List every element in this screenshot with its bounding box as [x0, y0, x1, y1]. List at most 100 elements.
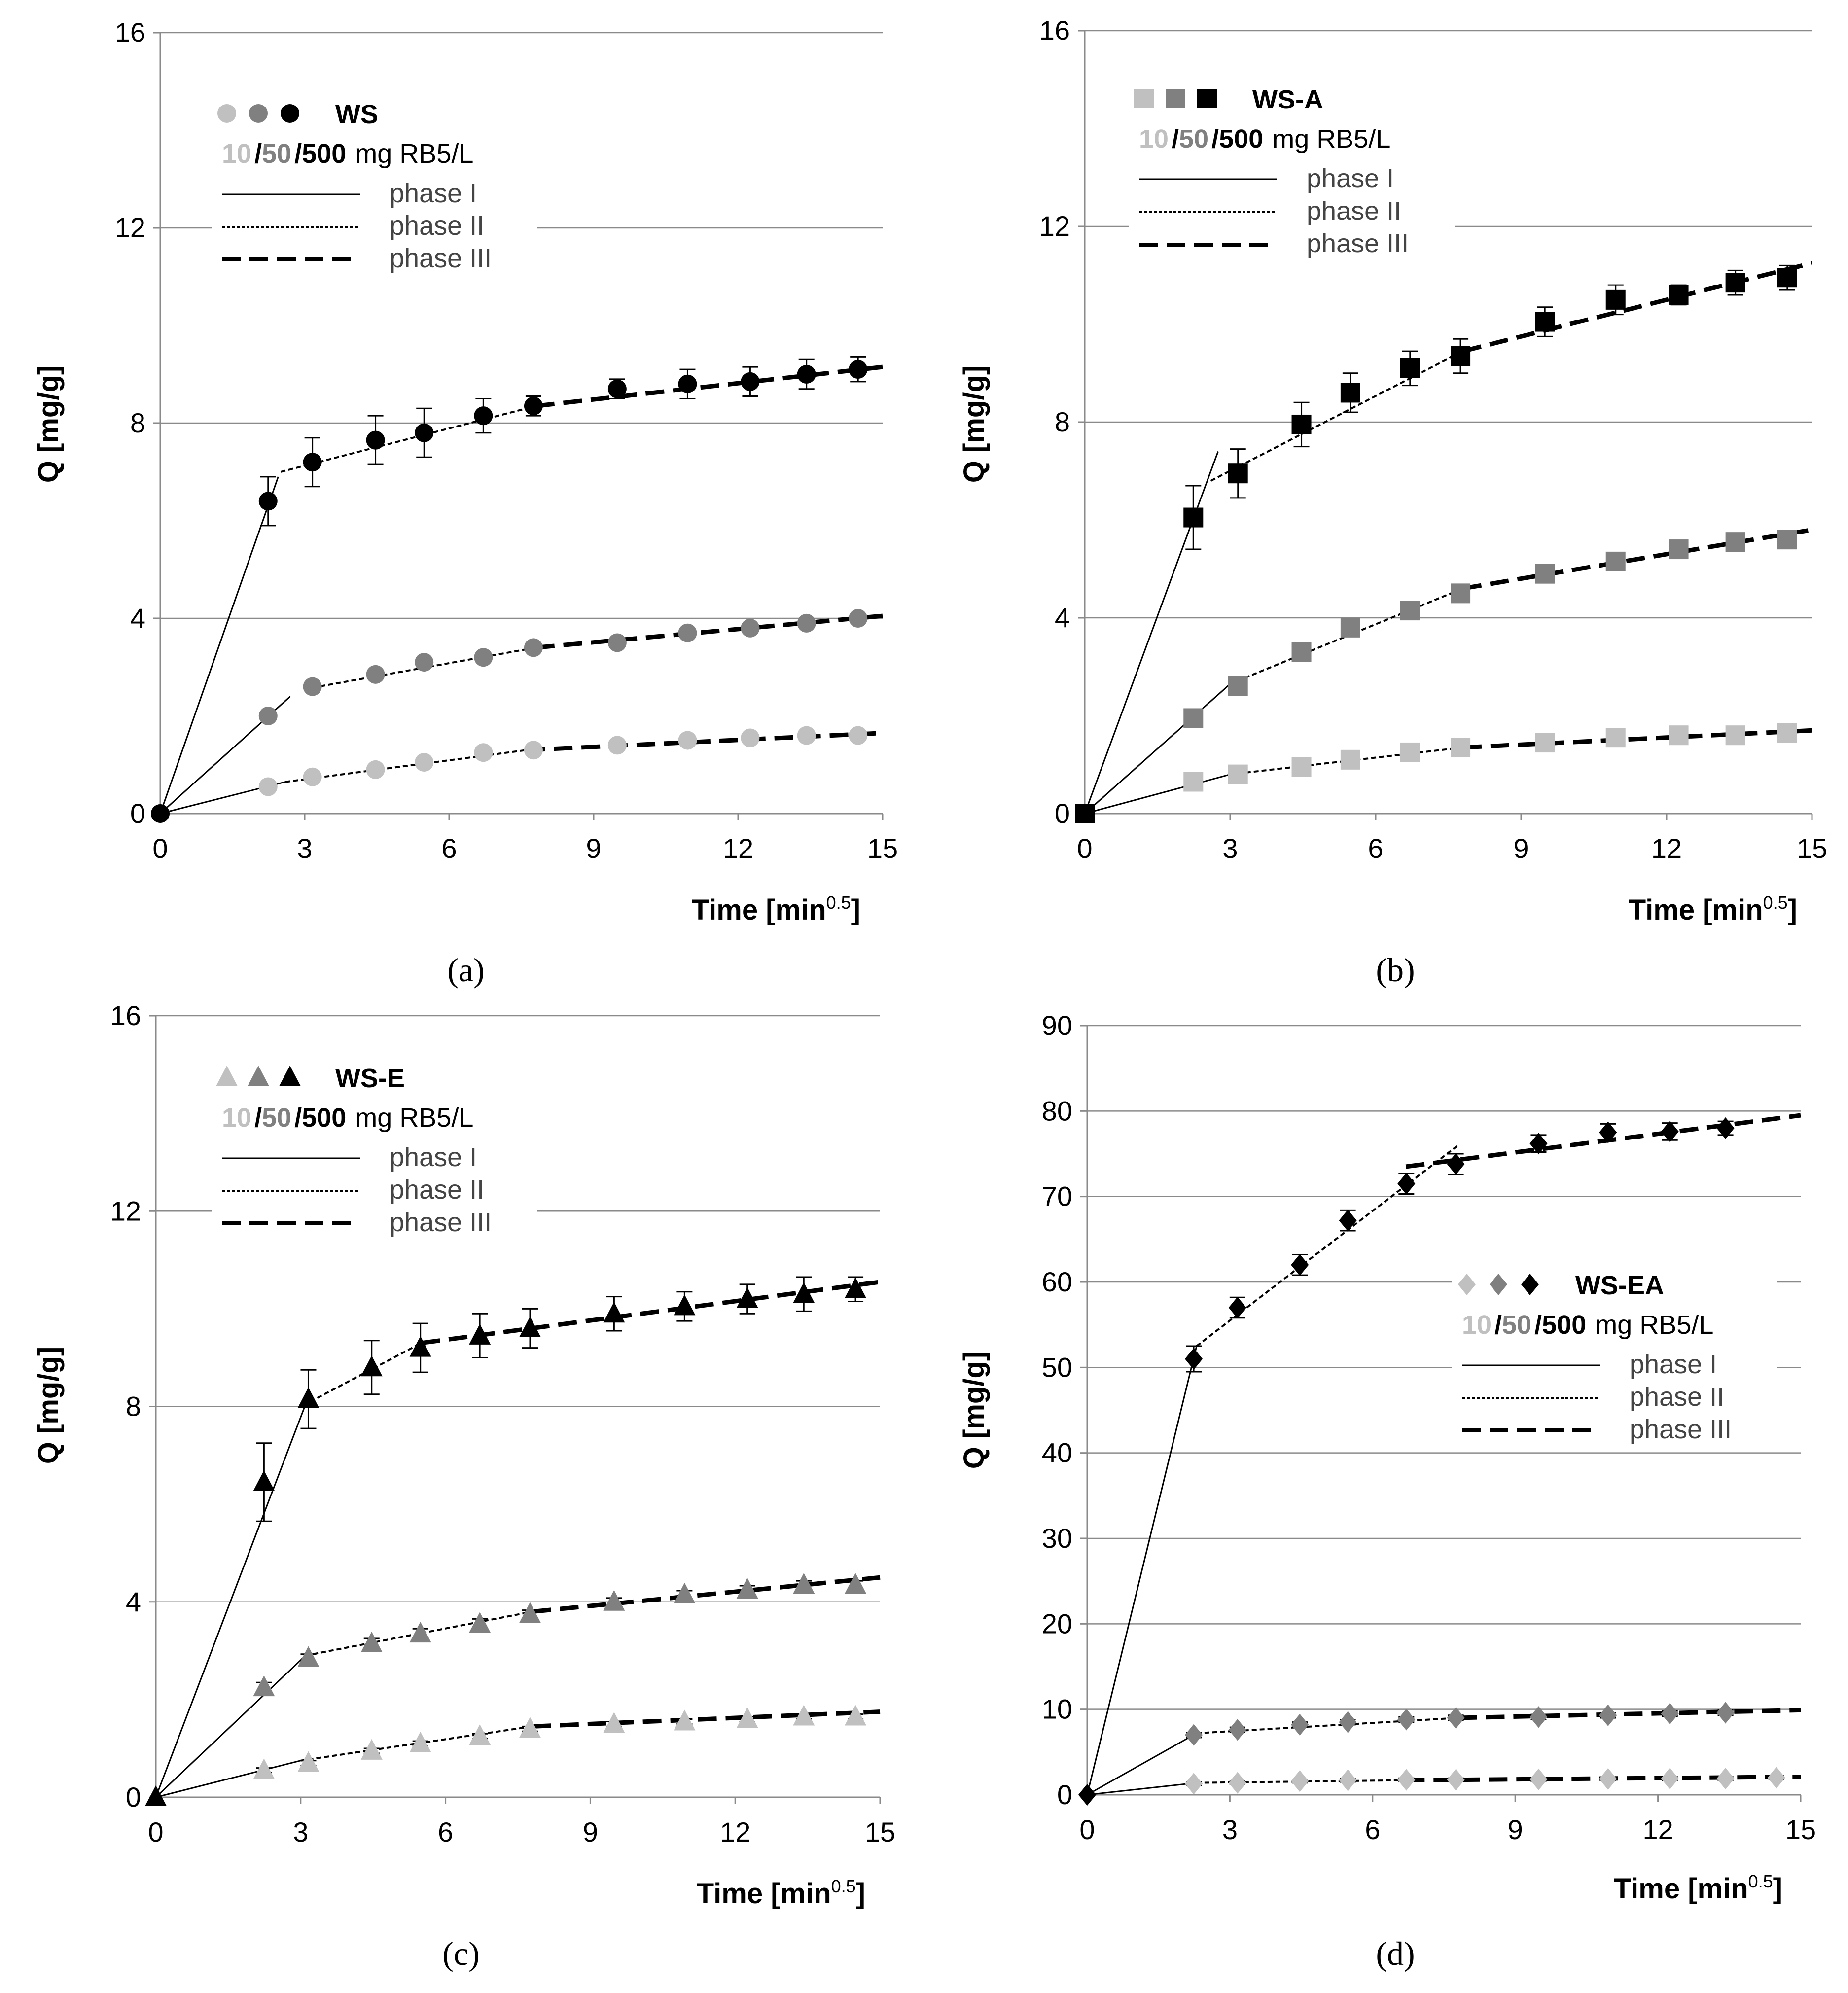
y-tick-label: 16	[1039, 15, 1070, 46]
data-point	[1767, 1767, 1785, 1789]
y-tick-label: 8	[130, 407, 145, 438]
data-point	[1599, 1121, 1617, 1143]
data-point	[474, 406, 493, 426]
series-WS-E-2	[145, 1573, 867, 1806]
data-point	[1725, 273, 1745, 293]
data-point	[303, 677, 322, 696]
data-point	[360, 1355, 383, 1377]
series-WS-A-1	[1075, 723, 1797, 823]
data-point	[1400, 601, 1420, 621]
data-point	[607, 633, 627, 652]
legend-concentration-50: 50	[1502, 1310, 1531, 1340]
legend-label-phase-II: phase II	[390, 211, 484, 241]
data-point	[1339, 1769, 1357, 1791]
data-point	[253, 1675, 275, 1697]
legend-label-phase-III: phase III	[390, 244, 492, 273]
data-point	[1075, 804, 1095, 823]
data-point	[1447, 1707, 1465, 1729]
data-point	[736, 1287, 758, 1308]
data-point	[1183, 708, 1204, 728]
x-axis-title-sup: 0.5	[1763, 892, 1788, 913]
legend-title: WS-EA	[1575, 1271, 1664, 1300]
fit-line-phase-I	[1084, 451, 1219, 814]
data-point	[1340, 749, 1360, 770]
x-tick-label: 15	[865, 1816, 895, 1848]
fit-line-phase-II	[1210, 350, 1463, 482]
legend-concentration-500: 500	[1542, 1310, 1586, 1340]
legend-marker	[1134, 89, 1154, 108]
series-WS-EA-2	[1078, 1702, 1735, 1806]
x-axis-title: Time [min0.5]	[697, 1876, 865, 1910]
legend-marker	[279, 1066, 301, 1086]
y-tick-label: 10	[1042, 1694, 1072, 1725]
fit-line-phase-III	[1458, 1708, 1801, 1720]
data-point	[1529, 1768, 1548, 1790]
y-tick-label: 40	[1042, 1437, 1072, 1468]
data-point	[1669, 285, 1689, 305]
data-point	[1340, 617, 1360, 638]
data-point	[849, 726, 868, 745]
legend-concentration-500: 500	[1219, 124, 1263, 154]
fit-line-phase-I	[155, 1391, 311, 1798]
data-point	[519, 1317, 541, 1337]
data-point	[524, 741, 543, 760]
data-point	[1599, 1704, 1617, 1726]
data-point	[1669, 539, 1689, 560]
data-point	[524, 638, 543, 657]
legend-concentrations: 10/50/500 mg RB5/L	[1139, 124, 1390, 154]
data-point	[1599, 1768, 1617, 1790]
fit-line-phase-I	[1087, 1782, 1197, 1796]
legend-title: WS-A	[1252, 85, 1323, 114]
fit-line-phase-II	[285, 749, 527, 783]
data-point	[1535, 733, 1555, 753]
data-point	[845, 1277, 867, 1298]
fit-line-phase-III	[532, 1709, 881, 1729]
x-tick-label: 9	[586, 833, 601, 864]
data-point	[1291, 757, 1312, 777]
data-point	[297, 1646, 320, 1667]
legend-label-phase-II: phase II	[1307, 196, 1401, 226]
x-axis-title: Time [min0.5]	[1614, 1871, 1782, 1905]
data-point	[303, 767, 322, 786]
series-WS-A-3	[1075, 264, 1797, 823]
data-point	[1529, 1706, 1548, 1728]
fit-line-phase-II	[1230, 587, 1463, 685]
data-point	[1605, 551, 1626, 571]
data-point	[1339, 1210, 1357, 1232]
data-point	[797, 613, 816, 633]
y-tick-label: 12	[115, 212, 145, 243]
legend-label-phase-II: phase II	[1630, 1382, 1724, 1412]
x-axis-title-end: ]	[856, 1878, 865, 1910]
x-tick-label: 12	[720, 1816, 750, 1848]
legend-concentrations: 10/50/500 mg RB5/L	[222, 1103, 473, 1133]
data-point	[1716, 1768, 1735, 1790]
legend-label-phase-III: phase III	[390, 1208, 492, 1237]
data-point	[607, 736, 627, 755]
x-tick-label: 0	[1077, 833, 1092, 864]
x-tick-label: 6	[441, 833, 457, 864]
legend-separator: /	[254, 1103, 262, 1133]
data-point	[741, 618, 760, 638]
data-point	[736, 1577, 758, 1599]
data-point	[409, 1336, 431, 1357]
legend-concentration-10: 10	[222, 139, 251, 169]
legend-label-phase-I: phase I	[1307, 164, 1394, 193]
legend-marker	[1490, 1274, 1507, 1295]
data-point	[1400, 742, 1420, 762]
fit-line-phase-III	[421, 1280, 881, 1346]
data-point	[678, 374, 697, 393]
y-tick-label: 12	[1039, 211, 1070, 242]
data-point	[1228, 1719, 1246, 1741]
data-point	[145, 1785, 167, 1806]
data-point	[297, 1751, 320, 1772]
legend-concentration-10: 10	[222, 1103, 251, 1133]
data-point	[1291, 1770, 1309, 1792]
legend-marker	[1166, 89, 1185, 108]
legend-separator: mg RB5/L	[1272, 124, 1390, 154]
legend-separator: /	[1172, 124, 1179, 154]
